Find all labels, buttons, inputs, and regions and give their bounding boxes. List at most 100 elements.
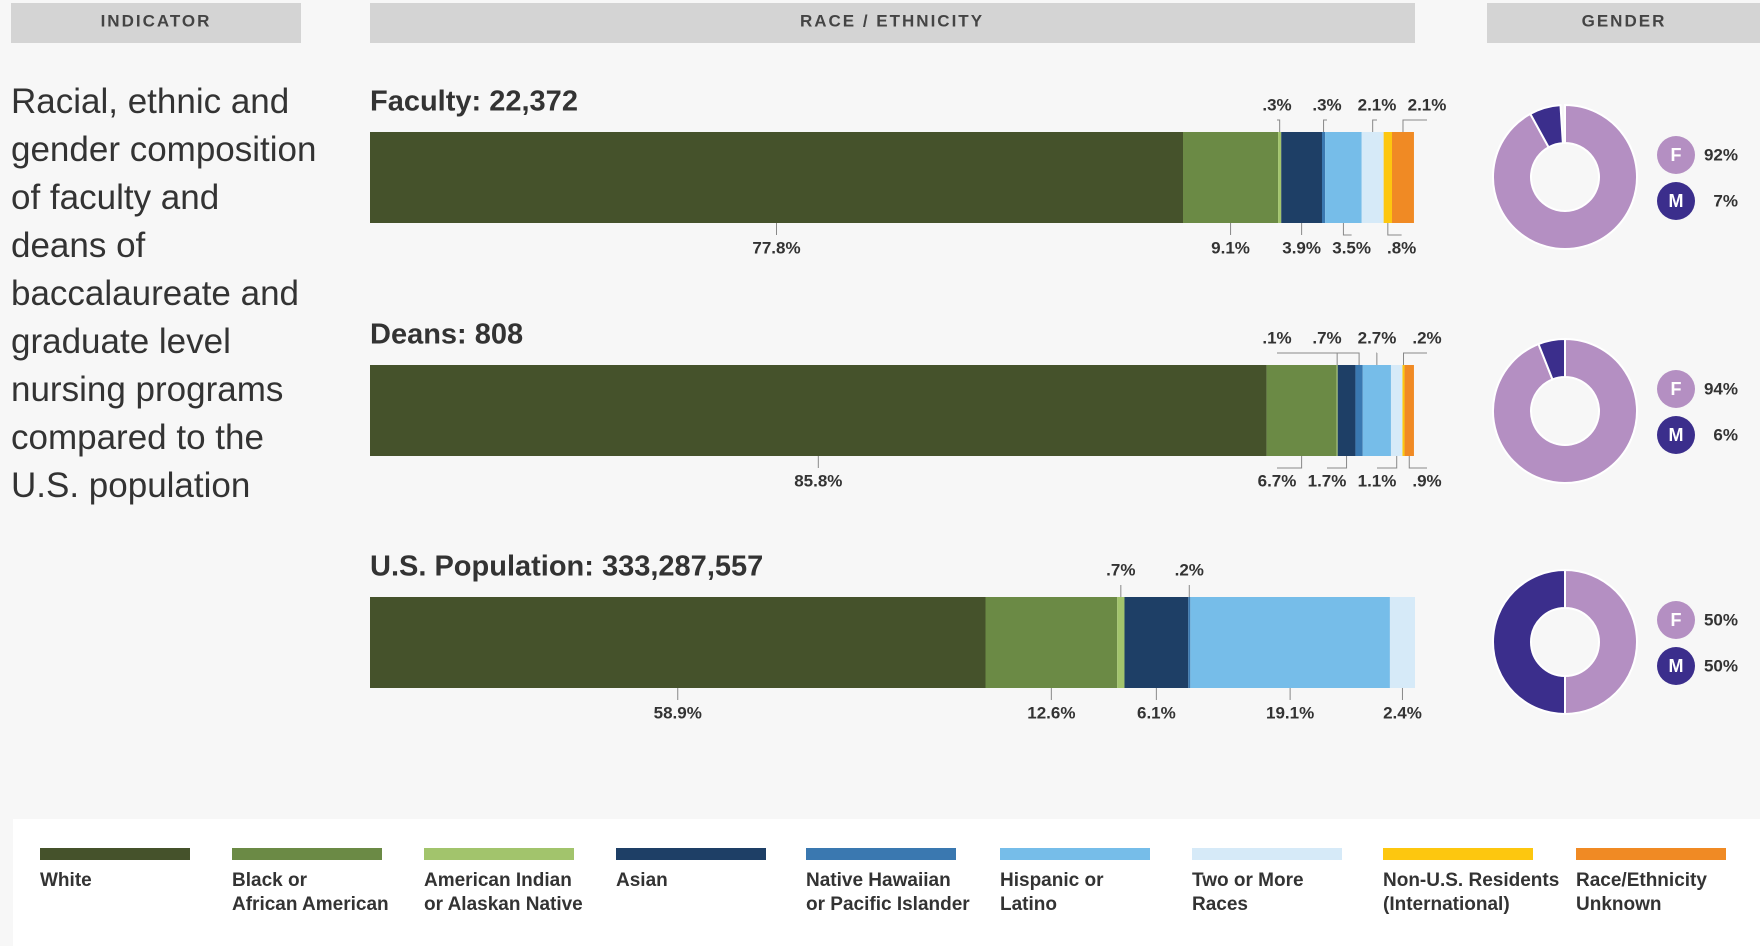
gender-letter: M (1669, 656, 1684, 676)
gender-value: 7% (1713, 191, 1738, 210)
legend-label: White (40, 870, 92, 891)
legend-swatch (424, 848, 574, 860)
gender-badge (1657, 370, 1695, 408)
value-label: 6.7% (1258, 471, 1297, 490)
gender-letter: F (1671, 145, 1682, 165)
value-label: 6.1% (1137, 703, 1176, 722)
leader-line (1408, 456, 1427, 469)
bar-segment (1278, 132, 1282, 223)
legend-label: Non-U.S. Residents (International) (1383, 870, 1560, 915)
bar-segment (1390, 365, 1403, 456)
bar-segment (370, 132, 1184, 223)
leader-line (1277, 352, 1338, 365)
value-label: .7% (1106, 560, 1135, 579)
bar-segment (1355, 365, 1363, 456)
donut-slice (1492, 337, 1638, 484)
header: INDICATOR (101, 11, 212, 30)
gender-badge (1657, 182, 1695, 220)
legend-swatch (806, 848, 956, 860)
donut-slice (1492, 103, 1638, 250)
leader-line (1402, 119, 1427, 132)
donut-slice (1537, 337, 1566, 381)
legend-label: Hispanic or Latino (1000, 870, 1104, 915)
bar-segment (1361, 132, 1384, 223)
bar-segment (1117, 597, 1125, 688)
value-label: 19.1% (1266, 703, 1314, 722)
gender-value: 50% (1704, 656, 1738, 675)
legend-label: Native Hawaiian or Pacific Islander (806, 870, 970, 915)
value-label: .7% (1312, 328, 1341, 347)
bar-segment (1188, 597, 1191, 688)
value-label: 58.9% (654, 703, 702, 722)
gender-value: 50% (1704, 610, 1738, 629)
bar-segment (1190, 597, 1390, 688)
value-label: 2.1% (1358, 95, 1397, 114)
value-label: .3% (1262, 95, 1291, 114)
bar-segment (1336, 365, 1338, 456)
header-bar (370, 3, 1415, 43)
bar-segment (1325, 132, 1362, 223)
legend-swatch (1576, 848, 1726, 860)
bar-segment (1321, 132, 1326, 223)
bar-title: Deans: 808 (370, 319, 523, 351)
bar-title: U.S. Population: 333,287,557 (370, 551, 763, 583)
legend-swatch (1383, 848, 1533, 860)
value-label: 77.8% (752, 238, 800, 257)
value-label: .1% (1262, 328, 1291, 347)
value-label: 2.4% (1383, 703, 1422, 722)
header-bar (11, 3, 301, 43)
gender-letter: M (1669, 425, 1684, 445)
gender-badge (1657, 647, 1695, 685)
bar-segment (1337, 365, 1356, 456)
legend-label: Race/Ethnicity Unknown (1576, 870, 1707, 915)
bar-segment (1124, 597, 1189, 688)
leader-line (1342, 223, 1352, 236)
leader-line (1327, 456, 1348, 469)
indicator-text: Racial, ethnic and gender composition of… (11, 82, 317, 505)
header-bar (1487, 3, 1760, 43)
leader-line (1377, 456, 1398, 469)
value-label: 3.5% (1332, 238, 1371, 257)
header: GENDER (1582, 11, 1667, 30)
leader-line (1327, 352, 1360, 365)
legend-swatch (40, 848, 190, 860)
leader-line (1403, 352, 1427, 365)
bar-segment (370, 597, 986, 688)
bar-title: Faculty: 22,372 (370, 86, 578, 118)
value-label: .2% (1175, 560, 1204, 579)
bar-segment (1392, 132, 1414, 223)
legend-swatch (1192, 848, 1342, 860)
value-label: .8% (1387, 238, 1416, 257)
legend-label: Asian (616, 870, 668, 891)
leader-line (1372, 119, 1377, 132)
gender-value: 92% (1704, 145, 1738, 164)
value-label: 1.1% (1358, 471, 1397, 490)
legend-label: Two or More Races (1192, 870, 1304, 915)
leader-line (1277, 456, 1303, 469)
value-label: 2.7% (1358, 328, 1397, 347)
value-label: .2% (1412, 328, 1441, 347)
donut-slice (1564, 568, 1638, 716)
bar-segment (1281, 132, 1322, 223)
legend-box (13, 819, 1760, 946)
leader-line (1277, 119, 1281, 132)
legend-swatch (232, 848, 382, 860)
value-label: 3.9% (1282, 238, 1321, 257)
value-label: 9.1% (1211, 238, 1250, 257)
legend-label: American Indian or Alaskan Native (424, 870, 583, 915)
legend-label: Black or African American (232, 870, 389, 915)
bar-segment (1404, 365, 1414, 456)
donut-slice (1492, 568, 1566, 716)
gender-letter: F (1671, 610, 1682, 630)
value-label: 12.6% (1027, 703, 1075, 722)
legend-swatch (616, 848, 766, 860)
gender-letter: F (1671, 379, 1682, 399)
value-label: .9% (1412, 471, 1441, 490)
value-label: 85.8% (794, 471, 842, 490)
bar-segment (1402, 365, 1405, 456)
bar-segment (1362, 365, 1391, 456)
legend-swatch (1000, 848, 1150, 860)
value-label: .3% (1312, 95, 1341, 114)
